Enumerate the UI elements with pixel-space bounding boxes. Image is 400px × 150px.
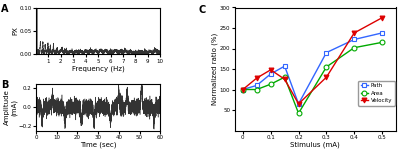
Y-axis label: PX: PX bbox=[12, 27, 18, 35]
Path bbox=[240, 89, 245, 90]
Area bbox=[380, 41, 384, 43]
X-axis label: Time (sec): Time (sec) bbox=[80, 141, 116, 148]
Area bbox=[268, 83, 273, 85]
Text: A: A bbox=[1, 4, 9, 14]
Path bbox=[352, 39, 357, 40]
Path bbox=[296, 103, 301, 105]
Velocity bbox=[268, 69, 273, 71]
Area bbox=[324, 66, 329, 68]
Path bbox=[254, 84, 259, 86]
Velocity bbox=[352, 32, 357, 34]
Text: C: C bbox=[199, 5, 206, 15]
Path bbox=[324, 52, 329, 54]
Velocity bbox=[240, 89, 245, 90]
X-axis label: Stimulus (mA): Stimulus (mA) bbox=[290, 141, 340, 148]
Y-axis label: Amplitude
(mA): Amplitude (mA) bbox=[4, 89, 17, 125]
Y-axis label: Normalized ratio (%): Normalized ratio (%) bbox=[212, 33, 218, 105]
Area bbox=[254, 89, 259, 90]
Path bbox=[268, 73, 273, 75]
Line: Path: Path bbox=[240, 30, 384, 106]
Area bbox=[240, 89, 245, 90]
Path bbox=[380, 32, 384, 34]
Velocity bbox=[296, 103, 301, 105]
Velocity bbox=[380, 17, 384, 19]
Velocity bbox=[254, 77, 259, 79]
Area bbox=[352, 47, 357, 49]
Line: Area: Area bbox=[240, 40, 384, 116]
Legend: Path, Area, Velocity: Path, Area, Velocity bbox=[358, 81, 395, 106]
Velocity bbox=[324, 76, 329, 78]
X-axis label: Frequency (Hz): Frequency (Hz) bbox=[72, 65, 124, 72]
Path bbox=[282, 65, 287, 67]
Text: B: B bbox=[1, 80, 8, 90]
Area bbox=[296, 112, 301, 114]
Area bbox=[282, 76, 287, 78]
Line: Velocity: Velocity bbox=[240, 15, 384, 106]
Velocity bbox=[282, 78, 287, 80]
